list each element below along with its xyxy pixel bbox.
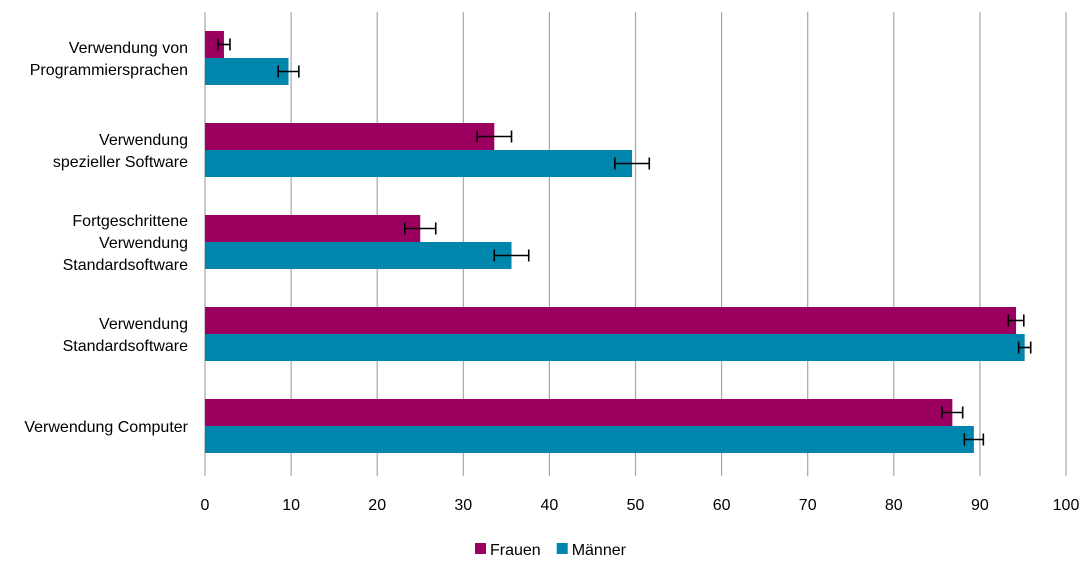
- error-bar: [1007, 314, 1025, 327]
- error-bar: [403, 222, 437, 235]
- bar-männer: [205, 426, 974, 453]
- error-bar: [217, 38, 231, 51]
- bar-frauen: [205, 123, 495, 150]
- x-tick-label: 0: [201, 497, 210, 514]
- x-tick-label: 50: [627, 497, 645, 514]
- bar-frauen: [205, 215, 421, 242]
- bar-männer: [205, 58, 289, 85]
- bar-männer: [205, 150, 633, 177]
- category-label-line: Standardsoftware: [63, 338, 189, 355]
- category-label-line: Standardsoftware: [63, 257, 189, 274]
- category-label-line: Programmiersprachen: [30, 62, 188, 79]
- category-label-line: Verwendung Computer: [24, 419, 188, 436]
- category-label-line: Verwendung von: [69, 40, 188, 57]
- category-label-line: Verwendung: [99, 316, 188, 333]
- error-bar: [614, 157, 651, 170]
- error-bar: [476, 130, 513, 143]
- category-label: Fortgeschrittene Verwendung Standardsoftwa…: [63, 213, 189, 274]
- bars: [205, 31, 1025, 453]
- x-tick-label: 20: [368, 497, 386, 514]
- legend-label: Männer: [572, 542, 627, 559]
- bar-männer: [205, 334, 1025, 361]
- legend: Frauen Männer: [475, 542, 627, 559]
- x-axis-tick-labels: 0 10 20 30 40 50 60 70 80 90 100: [201, 497, 1080, 514]
- x-tick-label: 30: [454, 497, 472, 514]
- x-tick-label: 40: [541, 497, 559, 514]
- error-bar: [277, 65, 300, 78]
- bar-frauen: [205, 31, 224, 58]
- category-label-line: Verwendung: [99, 132, 188, 149]
- error-bar: [493, 249, 530, 262]
- grid-lines: [204, 12, 1067, 476]
- category-labels: Verwendung von ProgrammiersprachenVerwend…: [24, 40, 188, 436]
- category-label: Verwendung Computer: [24, 419, 188, 436]
- category-label-line: spezieller Software: [53, 154, 188, 171]
- x-tick-label: 80: [885, 497, 903, 514]
- error-bars: [217, 38, 1032, 446]
- x-tick-label: 10: [282, 497, 300, 514]
- x-tick-label: 90: [971, 497, 989, 514]
- error-bar: [941, 406, 964, 419]
- error-bar: [963, 433, 985, 446]
- category-label: Verwendung von Programmiersprachen: [30, 40, 188, 79]
- x-tick-label: 60: [713, 497, 731, 514]
- bar-frauen: [205, 399, 953, 426]
- category-label: Verwendung spezieller Software: [53, 132, 188, 171]
- x-tick-label: 70: [799, 497, 817, 514]
- bar-frauen: [205, 307, 1017, 334]
- x-tick-label: 100: [1053, 497, 1080, 514]
- category-label-line: Fortgeschrittene: [72, 213, 188, 230]
- legend-item-frauen: Frauen: [475, 542, 541, 559]
- bar-männer: [205, 242, 512, 269]
- error-bar: [1017, 341, 1032, 354]
- legend-swatch: [556, 543, 568, 554]
- legend-swatch: [475, 543, 486, 554]
- legend-label: Frauen: [490, 542, 541, 559]
- category-label-line: Verwendung: [99, 235, 188, 252]
- legend-item-männer: Männer: [556, 542, 627, 559]
- category-label: Verwendung Standardsoftware: [63, 316, 189, 355]
